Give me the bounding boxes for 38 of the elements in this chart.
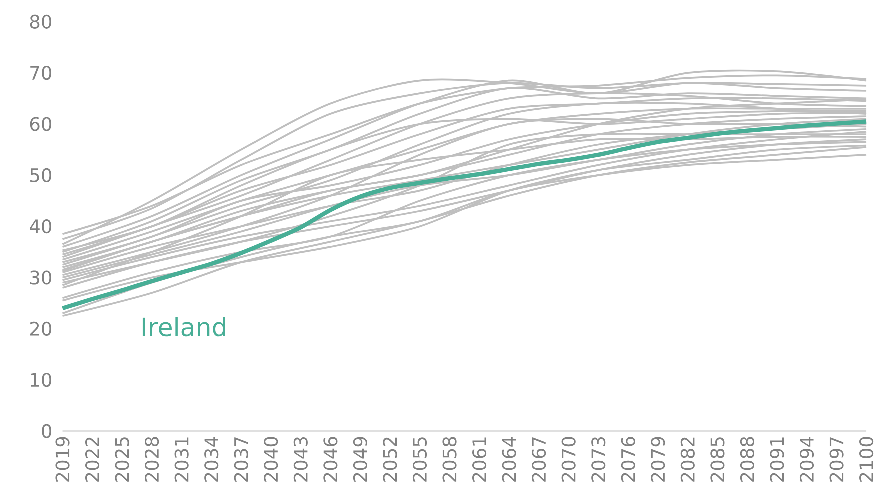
- x-tick-label: 2094: [800, 437, 814, 482]
- y-tick-label: 50: [30, 168, 52, 182]
- x-tick-label: 2049: [353, 437, 368, 482]
- x-tick-label: 2040: [264, 437, 278, 482]
- x-tick-label: 2052: [383, 438, 398, 482]
- y-tick-label: 40: [30, 220, 52, 234]
- x-tick-label: 2031: [174, 438, 189, 482]
- y-tick-label: 0: [42, 424, 52, 438]
- x-tick-label: 2028: [145, 437, 160, 482]
- x-tick-label: 2019: [56, 437, 70, 482]
- x-tick-label: 2064: [502, 437, 516, 482]
- x-tick-label: 2022: [85, 438, 100, 482]
- x-tick-label: 2037: [234, 438, 248, 482]
- x-tick-label: 2043: [294, 437, 308, 482]
- y-tick-label: 60: [30, 117, 52, 132]
- x-tick-label: 2085: [710, 438, 725, 482]
- x-tick-label: 2091: [770, 438, 784, 482]
- x-tick-label: 2088: [740, 437, 755, 482]
- x-tick-label: 2070: [562, 437, 576, 482]
- y-tick-label: 70: [30, 66, 52, 80]
- x-tick-label: 2025: [115, 438, 130, 482]
- y-tick-label: 20: [30, 322, 52, 336]
- y-tick-label: 80: [30, 14, 52, 29]
- x-tick-label: 2100: [860, 437, 874, 482]
- series-label: Ireland: [142, 317, 226, 337]
- x-tick-label: 2076: [621, 437, 636, 482]
- y-tick-label: 30: [30, 270, 52, 285]
- x-tick-label: 2034: [204, 437, 219, 482]
- y-tick-label: 10: [31, 373, 52, 388]
- x-tick-label: 2058: [442, 437, 457, 482]
- x-tick-label: 2073: [592, 437, 606, 482]
- x-tick-label: 2061: [472, 438, 487, 482]
- x-tick-label: 2097: [830, 438, 844, 482]
- x-tick-label: 2055: [412, 438, 428, 482]
- x-tick-label: 2067: [532, 438, 546, 482]
- x-tick-label: 2082: [680, 438, 695, 482]
- x-tick-label: 2046: [324, 437, 338, 482]
- x-tick-label: 2079: [651, 437, 666, 482]
